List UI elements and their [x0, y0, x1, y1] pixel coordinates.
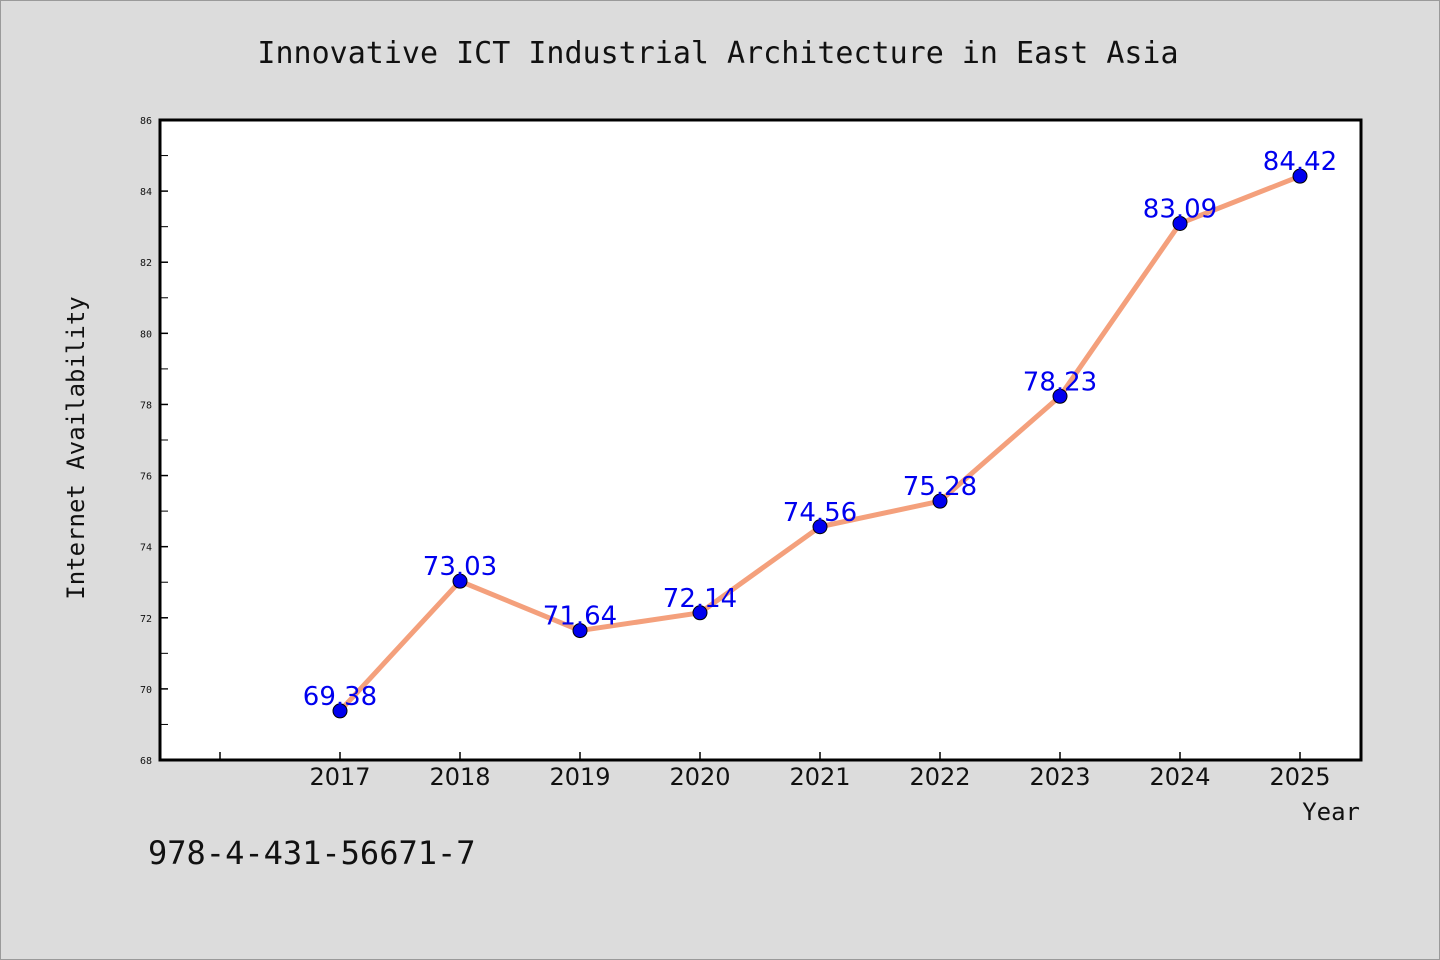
- x-tick-label: 2018: [429, 763, 490, 791]
- isbn-text: 978-4-431-56671-7: [148, 834, 476, 872]
- y-tick-label: 82: [140, 258, 152, 269]
- y-tick-label: 78: [140, 400, 152, 411]
- chart-title: Innovative ICT Industrial Architecture i…: [257, 36, 1178, 71]
- x-tick-labels: 2017 2018 2019 2020 2021 2022 2023 2024 2025: [309, 763, 1330, 791]
- x-tick-label: 2020: [669, 763, 730, 791]
- data-label: 83.09: [1143, 194, 1217, 224]
- data-label: 75.28: [903, 472, 977, 502]
- y-tick-label: 72: [140, 614, 152, 625]
- x-tick-label: 2023: [1029, 763, 1090, 791]
- data-point: [1292, 168, 1308, 184]
- x-tick-label: 2019: [549, 763, 610, 791]
- y-tick-label: 68: [140, 756, 152, 767]
- x-axis-label: Year: [1302, 798, 1360, 826]
- data-point: [812, 519, 828, 535]
- data-point: [332, 703, 348, 719]
- x-tick-label: 2022: [909, 763, 970, 791]
- data-point: [1172, 215, 1188, 231]
- data-point: [572, 623, 588, 639]
- y-tick-label: 84: [140, 187, 152, 198]
- x-tick-label: 2017: [309, 763, 370, 791]
- data-label: 78.23: [1023, 367, 1097, 397]
- data-point: [692, 605, 708, 621]
- series-layer: [332, 168, 1308, 719]
- x-tick-label: 2021: [789, 763, 850, 791]
- y-tick-label: 76: [140, 472, 152, 483]
- data-point: [1052, 388, 1068, 404]
- data-label: 72.14: [663, 584, 737, 614]
- data-label: 74.56: [783, 498, 857, 528]
- plot-area: [158, 118, 1363, 762]
- y-tick-label: 70: [140, 685, 152, 696]
- data-label: 69.38: [303, 682, 377, 712]
- data-label: 71.64: [543, 602, 617, 632]
- y-axis-label: Internet Availability: [62, 296, 90, 599]
- y-tick-label: 74: [140, 543, 152, 554]
- y-tick-labels: 68 70 72 74 76 78 80 82 84 86: [140, 116, 152, 767]
- data-label: 84.42: [1263, 147, 1337, 177]
- data-point: [452, 573, 468, 589]
- y-tick-label: 80: [140, 329, 152, 340]
- axis-ticks: [160, 119, 1301, 761]
- data-point: [932, 493, 948, 509]
- data-labels: 69.38 73.03 71.64 72.14 74.56 75.28 78.23 83.09…: [303, 147, 1337, 712]
- y-tick-label: 86: [140, 116, 152, 127]
- x-tick-label: 2024: [1149, 763, 1210, 791]
- data-label: 73.03: [423, 552, 497, 582]
- x-tick-label: 2025: [1269, 763, 1330, 791]
